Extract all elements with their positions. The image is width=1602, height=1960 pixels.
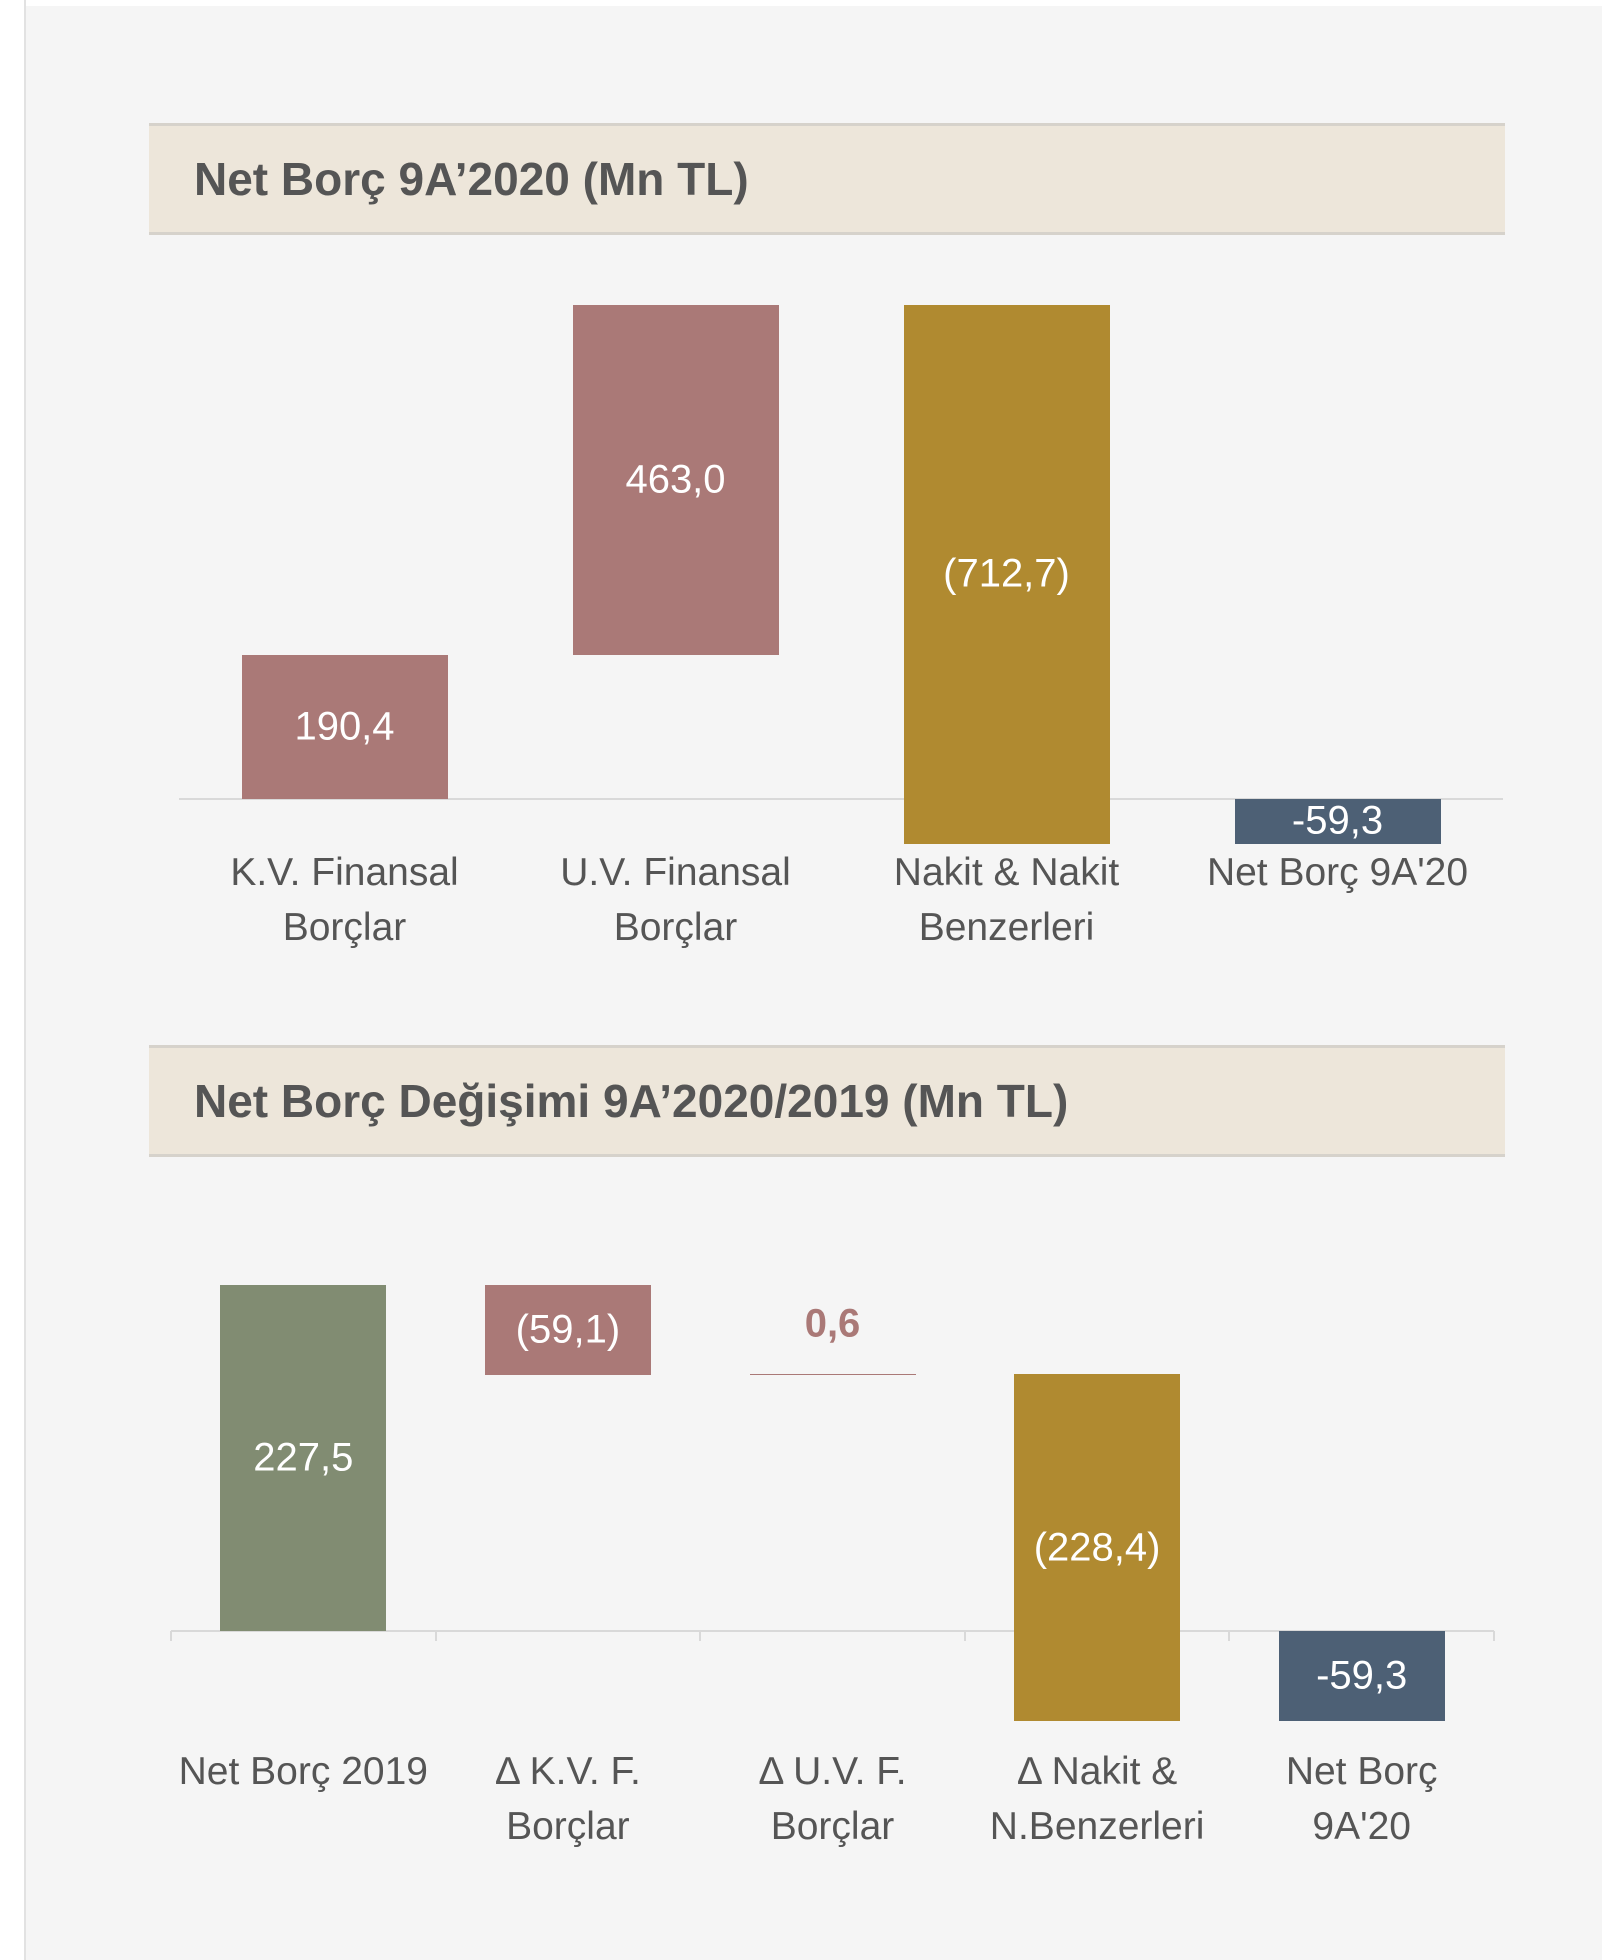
value-label: 227,5	[253, 1435, 354, 1480]
axis-tick	[963, 1631, 966, 1641]
category-label: Δ U.V. F. Borçlar	[758, 1750, 907, 1848]
bar	[1234, 799, 1441, 844]
axis-tick	[1493, 1631, 1495, 1641]
chart-title: Net Borç 9A’2020 (Mn TL)	[194, 153, 749, 205]
bar	[903, 305, 1110, 844]
value-label: 0,6	[804, 1301, 861, 1346]
axis-tick	[170, 1631, 172, 1641]
x-axis	[171, 1630, 1494, 1632]
bar	[749, 1373, 916, 1375]
top-strip	[0, 0, 1602, 6]
axis-tick	[699, 1631, 702, 1641]
chart-header: Net Borç Değişimi 9A’2020/2019 (Mn TL)	[149, 1045, 1505, 1157]
category-label: Net Borç 2019	[178, 1750, 428, 1793]
category-label: Δ Nakit & N.Benzerleri	[989, 1750, 1205, 1848]
bar	[220, 1284, 387, 1631]
value-label: (712,7)	[943, 551, 1070, 596]
axis-tick	[1228, 1631, 1231, 1641]
chart-header: Net Borç 9A’2020 (Mn TL)	[149, 123, 1505, 235]
value-label: -59,3	[1316, 1653, 1408, 1698]
category-label: K.V. Finansal Borçlar	[230, 851, 459, 949]
axis-tick	[434, 1631, 437, 1641]
value-label: (59,1)	[515, 1307, 621, 1352]
category-label: U.V. Finansal Borçlar	[560, 851, 791, 949]
category-label: Δ K.V. F. Borçlar	[494, 1750, 641, 1848]
value-label: 463,0	[625, 457, 726, 502]
bar	[241, 655, 448, 799]
bar	[1014, 1373, 1181, 1722]
category-label: Nakit & Nakit Benzerleri	[893, 851, 1120, 949]
side-strip	[0, 0, 26, 1960]
value-label: 190,4	[294, 704, 395, 749]
x-axis	[179, 798, 1503, 800]
value-label: -59,3	[1291, 798, 1384, 843]
bar	[572, 305, 779, 656]
chart-title: Net Borç Değişimi 9A’2020/2019 (Mn TL)	[194, 1075, 1069, 1127]
bar	[1278, 1631, 1445, 1722]
value-label: (228,4)	[1033, 1525, 1161, 1570]
category-label: Net Borç 9A'20	[1206, 851, 1469, 894]
category-label: Net Borç 9A'20	[1285, 1750, 1438, 1848]
bar	[484, 1284, 651, 1375]
